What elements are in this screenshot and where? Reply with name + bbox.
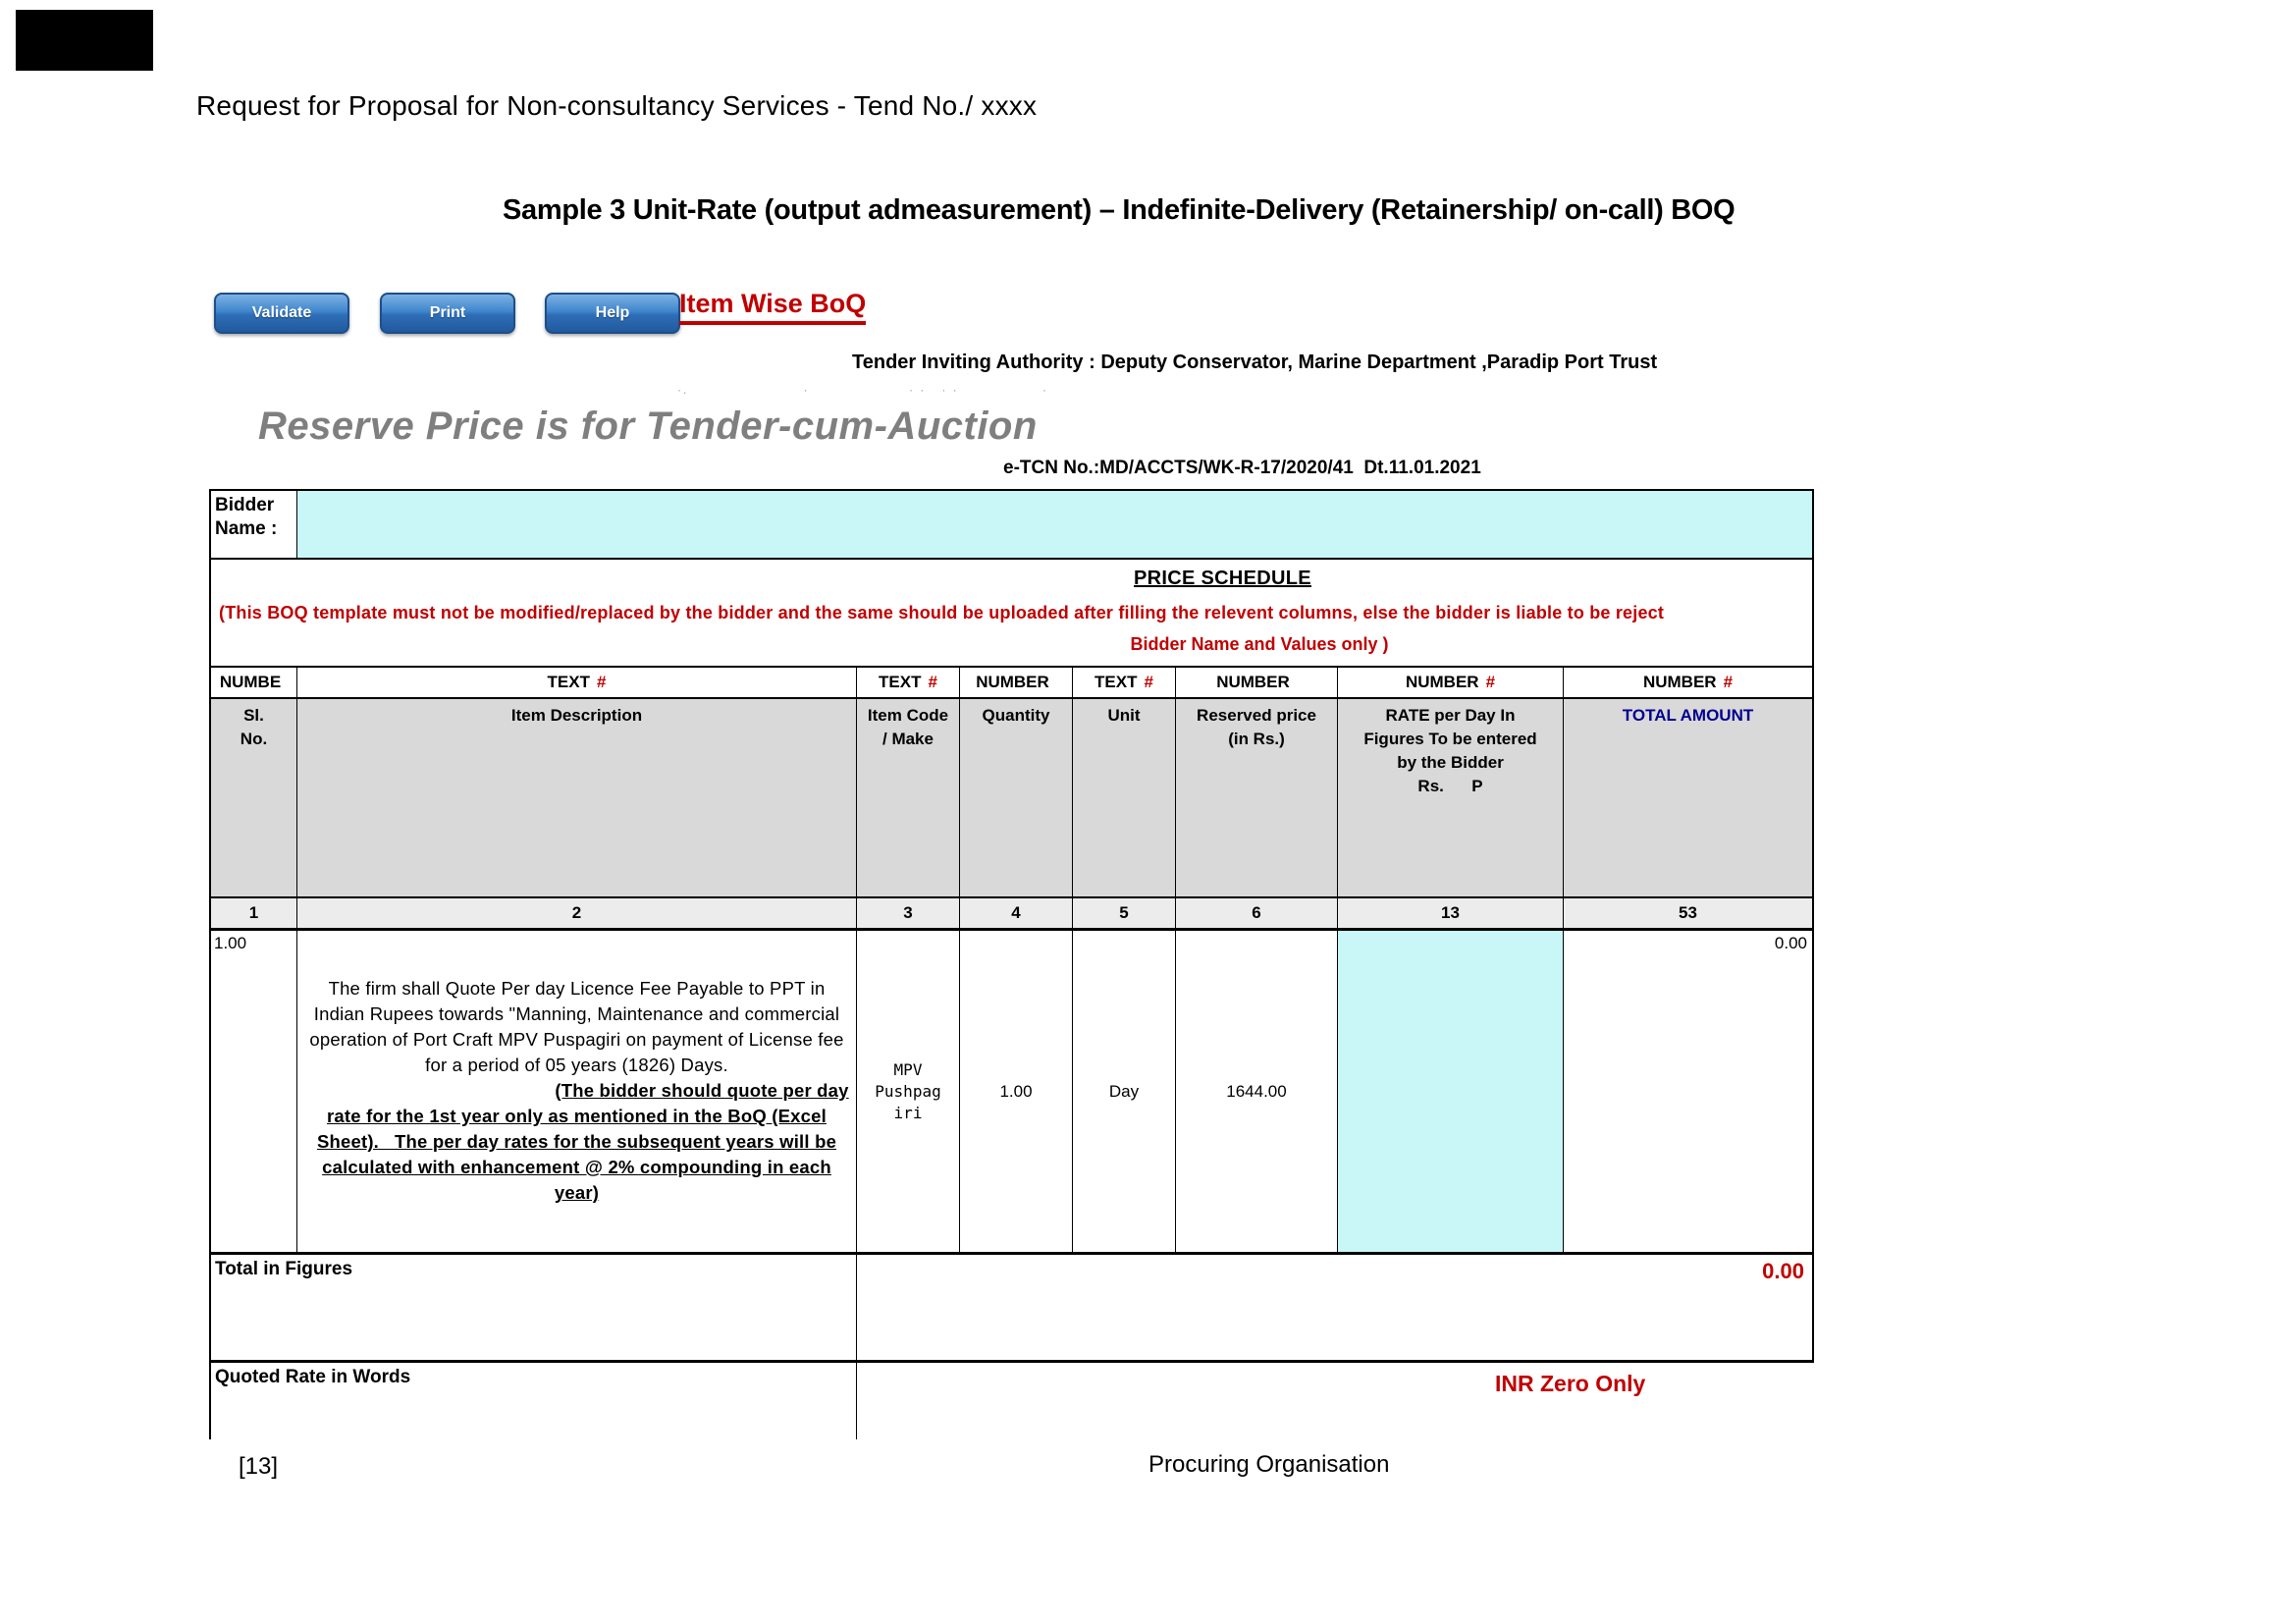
column-type-row: NUMBE TEXT # TEXT # NUMBER TEXT # NUMBER NU… — [209, 668, 1814, 699]
boq-notice-line1: (This BOQ template must not be modified/… — [219, 603, 1665, 623]
hash-mark: # — [1144, 673, 1153, 691]
type-cell: NUMBE — [211, 668, 296, 697]
type-label: NUMBER — [1642, 673, 1717, 691]
hash-mark: # — [1485, 673, 1496, 691]
quoted-rate-value: INR Zero Only — [1495, 1371, 1646, 1396]
header-reserved-price: Reserved price (in Rs.) — [1175, 699, 1337, 896]
index-cell: 6 — [1175, 898, 1337, 928]
type-cell: NUMBER — [959, 668, 1072, 697]
item-sl-no: 1.00 — [214, 934, 247, 952]
print-button[interactable]: Print — [380, 293, 515, 334]
item-wise-boq-link[interactable]: Item Wise BoQ — [679, 289, 867, 325]
column-index-row: 1 2 3 4 5 6 13 53 — [209, 898, 1814, 931]
header-quantity: Quantity — [959, 699, 1072, 896]
tender-inviting-authority: Tender Inviting Authority : Deputy Conse… — [852, 352, 1658, 373]
item-description-underlined: (The bidder should quote per day rate fo… — [316, 1080, 849, 1203]
type-label: TEXT — [547, 673, 590, 691]
item-reserved-price: 1644.00 — [1175, 931, 1337, 1252]
total-in-figures-row: Total in Figures 0.00 — [209, 1255, 1814, 1363]
bidder-name-label: Bidder Name : — [215, 495, 278, 539]
item-total-amount-cell: 0.00 — [1563, 931, 1812, 1252]
index-cell: 2 — [296, 898, 856, 928]
header-sl-no: Sl. No. — [211, 699, 296, 896]
reserve-price-watermark: Reserve Price is for Tender-cum-Auction — [258, 405, 1038, 448]
document-header: Request for Proposal for Non-consultancy… — [196, 90, 1038, 121]
type-label: TEXT — [879, 673, 922, 691]
bidder-name-row: Bidder Name : — [209, 489, 1814, 560]
total-in-figures-value: 0.00 — [1762, 1259, 1804, 1283]
hash-mark: # — [928, 673, 937, 691]
type-cell: TEXT # — [296, 668, 856, 697]
header-rate-per-day: RATE per Day In Figures To be entered by… — [1337, 699, 1563, 896]
index-cell: 13 — [1337, 898, 1563, 928]
price-schedule-row: PRICE SCHEDULE (This BOQ template must n… — [209, 560, 1814, 668]
quoted-rate-cell: INR Zero Only — [856, 1363, 1814, 1439]
hash-mark: # — [596, 673, 607, 691]
type-cell: NUMBER # — [1563, 668, 1812, 697]
header-item-description: Item Description — [296, 699, 856, 896]
quoted-rate-row: Quoted Rate in Words INR Zero Only — [209, 1363, 1814, 1439]
item-quantity: 1.00 — [959, 931, 1072, 1252]
column-header-row: Sl. No. Item Description Item Code / Mak… — [209, 699, 1814, 898]
item-unit: Day — [1072, 931, 1175, 1252]
validate-button[interactable]: Validate — [214, 293, 349, 334]
type-label: TEXT — [1095, 673, 1138, 691]
total-in-figures-label: Total in Figures — [215, 1259, 353, 1279]
type-cell: TEXT # — [856, 668, 959, 697]
type-cell: TEXT # — [1072, 668, 1175, 697]
type-label: NUMBE — [219, 673, 282, 691]
item-code: MPV Pushpag iri — [856, 931, 959, 1252]
rate-entry-input[interactable] — [1337, 931, 1563, 1252]
header-item-code: Item Code / Make — [856, 699, 959, 896]
item-total-amount: 0.00 — [1774, 934, 1807, 952]
boq-notice-line2: Bidder Name and Values only ) — [1130, 634, 1389, 654]
type-cell: NUMBER — [1175, 668, 1337, 697]
header-total-amount: TOTAL AMOUNT — [1563, 699, 1812, 896]
item-description: The firm shall Quote Per day Licence Fee… — [296, 931, 856, 1252]
footer-organisation: Procuring Organisation — [1148, 1451, 1390, 1478]
index-cell: 3 — [856, 898, 959, 928]
total-in-figures-cell: 0.00 — [856, 1255, 1812, 1360]
bidder-name-input[interactable] — [296, 491, 1812, 558]
help-button[interactable]: Help — [545, 293, 680, 334]
type-cell: NUMBER # — [1337, 668, 1563, 697]
index-cell: 5 — [1072, 898, 1175, 928]
quoted-rate-label: Quoted Rate in Words — [215, 1367, 411, 1387]
page-title: Sample 3 Unit-Rate (output admeasurement… — [503, 194, 1735, 226]
index-cell: 1 — [211, 898, 296, 928]
footer-page-number: [13] — [239, 1453, 279, 1480]
boq-table: Bidder Name : PRICE SCHEDULE (This BOQ t… — [209, 489, 1814, 1439]
hash-mark: # — [1723, 673, 1734, 691]
scan-artifacts: ·. · · · · · · — [677, 383, 1049, 397]
type-label: NUMBER — [976, 673, 1049, 691]
item-description-normal: The firm shall Quote Per day Licence Fee… — [309, 978, 844, 1075]
price-schedule-cell: PRICE SCHEDULE (This BOQ template must n… — [211, 560, 1812, 666]
type-label: NUMBER — [1216, 673, 1290, 691]
item-row: 1.00 The firm shall Quote Per day Licenc… — [209, 931, 1814, 1255]
type-label: NUMBER — [1405, 673, 1479, 691]
index-cell: 53 — [1563, 898, 1812, 928]
etcn-number: e-TCN No.:MD/ACCTS/WK-R-17/2020/41 Dt.11… — [1003, 458, 1481, 478]
header-unit: Unit — [1072, 699, 1175, 896]
redaction-box — [16, 10, 153, 71]
price-schedule-title: PRICE SCHEDULE — [1134, 568, 1311, 589]
index-cell: 4 — [959, 898, 1072, 928]
